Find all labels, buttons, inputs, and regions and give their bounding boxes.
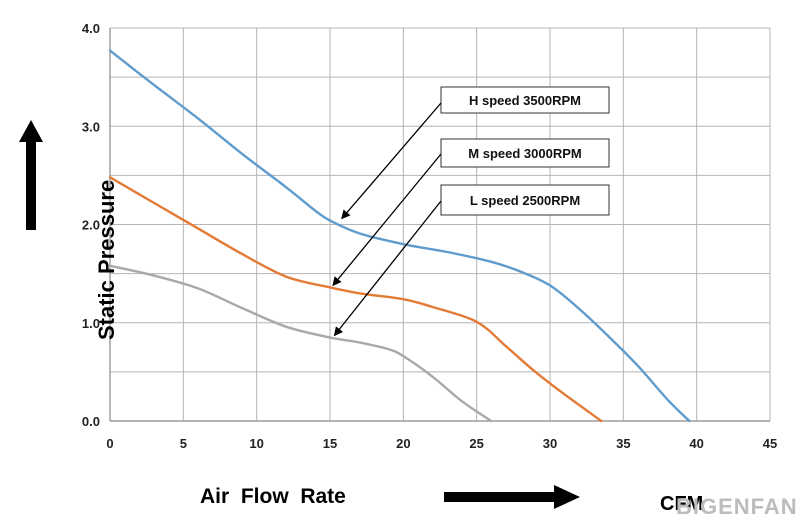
annotation-l-speed: L speed 2500RPM bbox=[333, 184, 610, 337]
series-layer bbox=[108, 49, 691, 423]
annotation-arrow bbox=[333, 200, 442, 337]
x-axis-unit: CFM bbox=[660, 493, 703, 515]
series-line-l-speed bbox=[108, 264, 493, 423]
annotations: H speed 3500RPM M speed 3000RPM L speed 25… bbox=[332, 86, 610, 337]
x-tick-label: 40 bbox=[689, 436, 703, 451]
annotation-label: H speed 3500RPM bbox=[469, 93, 581, 108]
y-tick-label: 2.0 bbox=[82, 218, 100, 233]
x-tick-label: 20 bbox=[396, 436, 410, 451]
annotation-arrow bbox=[341, 102, 442, 220]
annotation-label: L speed 2500RPM bbox=[470, 193, 580, 208]
x-tick-label: 35 bbox=[616, 436, 630, 451]
x-tick-label: 25 bbox=[469, 436, 483, 451]
annotation-box bbox=[440, 86, 610, 114]
grid-lines bbox=[109, 27, 771, 422]
x-tick-label: 15 bbox=[323, 436, 337, 451]
y-axis-unit-fragment: mm H2O bbox=[133, 124, 150, 190]
x-tick-label: 30 bbox=[543, 436, 557, 451]
annotation-m-speed: M speed 3000RPM bbox=[332, 138, 610, 287]
y-axis-title: Static Pressure bbox=[94, 180, 119, 340]
watermark: BIGENFAN bbox=[676, 494, 798, 519]
annotation-arrow bbox=[332, 153, 442, 287]
plot-border bbox=[109, 28, 770, 422]
series-line-h-speed bbox=[108, 49, 691, 423]
y-direction-arrow bbox=[19, 120, 43, 230]
x-tick-label: 0 bbox=[106, 436, 113, 451]
annotation-label: M speed 3000RPM bbox=[468, 146, 581, 161]
x-axis-title: Air Flow Rate bbox=[200, 485, 346, 508]
annotation-h-speed: H speed 3500RPM bbox=[341, 86, 610, 220]
annotation-box bbox=[440, 138, 610, 168]
x-direction-arrow bbox=[444, 485, 580, 509]
y-tick-label: 4.0 bbox=[82, 21, 100, 36]
series-line-m-speed bbox=[108, 176, 603, 423]
x-tick-label: 5 bbox=[180, 436, 187, 451]
x-tick-label: 10 bbox=[249, 436, 263, 451]
annotation-box bbox=[440, 184, 610, 216]
y-tick-label: 1.0 bbox=[82, 316, 100, 331]
y-tick-label: 0.0 bbox=[82, 414, 100, 429]
y-tick-label: 3.0 bbox=[82, 119, 100, 134]
tick-labels: 0 5 10 15 20 25 30 35 40 45 0.0 1.0 2.0 3.0 4.0 bbox=[82, 21, 777, 451]
x-tick-label: 45 bbox=[763, 436, 777, 451]
